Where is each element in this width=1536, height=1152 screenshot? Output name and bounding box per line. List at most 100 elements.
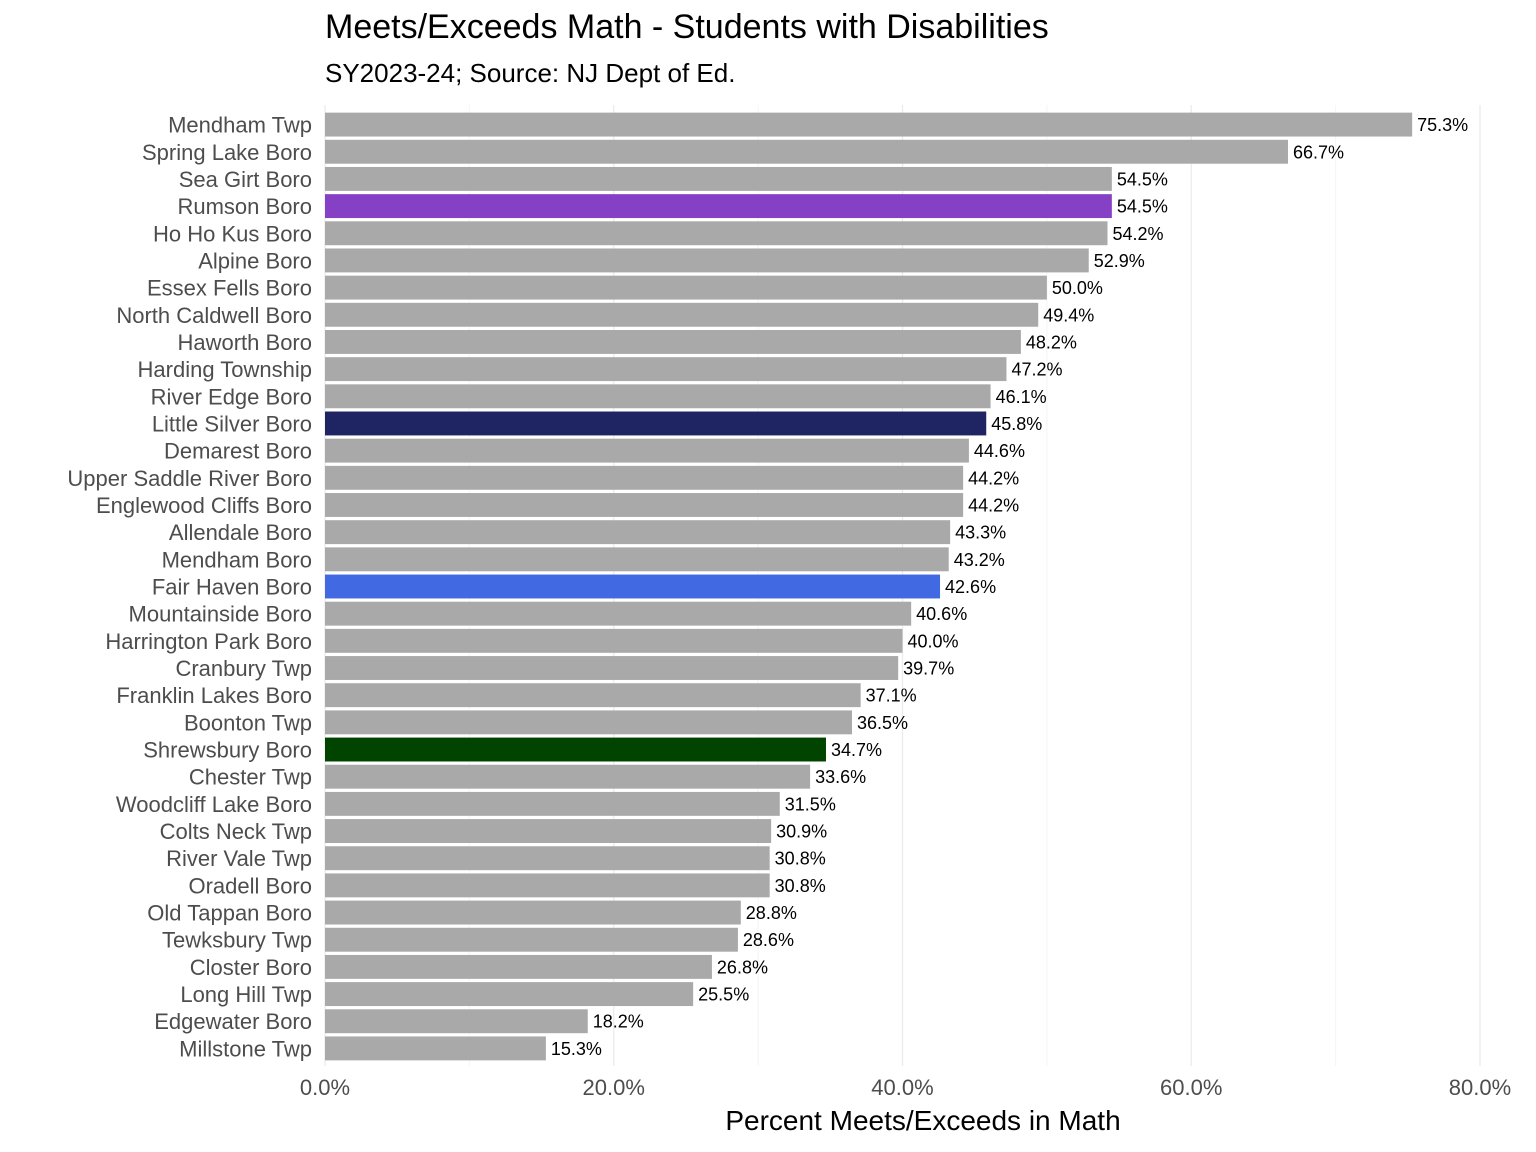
- data-label: 54.5%: [1117, 169, 1168, 189]
- category-label: River Vale Twp: [166, 846, 312, 871]
- category-label: Boonton Twp: [184, 710, 312, 735]
- data-label: 26.8%: [717, 957, 768, 977]
- bar: [325, 520, 951, 545]
- category-label: Upper Saddle River Boro: [67, 466, 312, 491]
- data-label: 15.3%: [551, 1039, 602, 1059]
- data-label: 45.8%: [991, 414, 1042, 434]
- category-label: Harding Township: [138, 357, 312, 382]
- category-label: Oradell Boro: [188, 873, 312, 898]
- data-label: 44.2%: [968, 495, 1019, 515]
- category-label: Alpine Boro: [198, 248, 312, 273]
- bar: [325, 954, 712, 979]
- x-tick-label: 40.0%: [871, 1075, 933, 1100]
- category-label: Cranbury Twp: [175, 656, 312, 681]
- bar: [325, 873, 770, 898]
- data-label: 18.2%: [593, 1012, 644, 1032]
- bar: [325, 982, 694, 1007]
- category-label: Mendham Boro: [162, 547, 312, 572]
- category-label: Franklin Lakes Boro: [116, 683, 312, 708]
- bar: [325, 166, 1112, 191]
- bar: [325, 1036, 546, 1061]
- data-label: 54.5%: [1117, 197, 1168, 217]
- x-tick-label: 80.0%: [1449, 1075, 1511, 1100]
- category-label: Allendale Boro: [169, 520, 312, 545]
- category-label: Rumson Boro: [177, 194, 312, 219]
- data-label: 43.2%: [954, 550, 1005, 570]
- category-label: Millstone Twp: [179, 1036, 312, 1061]
- chart-title: Meets/Exceeds Math - Students with Disab…: [325, 8, 1049, 46]
- x-axis-label: Percent Meets/Exceeds in Math: [725, 1105, 1120, 1136]
- data-label: 34.7%: [831, 740, 882, 760]
- data-label: 30.9%: [776, 822, 827, 842]
- category-label: Long Hill Twp: [180, 982, 312, 1007]
- category-label: Closter Boro: [190, 955, 312, 980]
- data-label: 42.6%: [945, 577, 996, 597]
- bar: [325, 112, 1413, 137]
- data-label: 66.7%: [1293, 142, 1344, 162]
- data-label: 30.8%: [775, 849, 826, 869]
- data-label: 75.3%: [1417, 115, 1468, 135]
- data-label: 44.6%: [974, 441, 1025, 461]
- bar: [325, 791, 780, 816]
- category-label: Essex Fells Boro: [147, 276, 312, 301]
- x-tick-label: 60.0%: [1160, 1075, 1222, 1100]
- bar: [325, 493, 964, 517]
- data-label: 48.2%: [1026, 332, 1077, 352]
- category-label: Sea Girt Boro: [179, 167, 312, 192]
- data-label: 47.2%: [1011, 360, 1062, 380]
- bars: [325, 112, 1413, 1061]
- category-label: River Edge Boro: [151, 384, 312, 409]
- bar: [325, 900, 741, 925]
- data-label: 28.6%: [743, 930, 794, 950]
- data-label: 25.5%: [698, 985, 749, 1005]
- bar: [325, 302, 1039, 327]
- data-label: 39.7%: [903, 659, 954, 679]
- bar: [325, 737, 826, 762]
- category-label: Harrington Park Boro: [105, 629, 312, 654]
- category-label: Englewood Cliffs Boro: [96, 493, 312, 518]
- bar: [325, 139, 1288, 164]
- bar: [325, 384, 991, 409]
- data-label: 37.1%: [866, 686, 917, 706]
- bar: [325, 764, 811, 789]
- bar: [325, 574, 941, 599]
- bar: [325, 357, 1007, 382]
- category-label: Spring Lake Boro: [142, 140, 312, 165]
- category-label: Fair Haven Boro: [152, 575, 312, 600]
- x-axis-ticks: 0.0% 20.0% 40.0% 60.0% 80.0%: [300, 1075, 1511, 1100]
- data-label: 49.4%: [1043, 305, 1094, 325]
- data-label: 43.3%: [955, 523, 1006, 543]
- category-label: Colts Neck Twp: [160, 819, 312, 844]
- x-tick-label: 20.0%: [583, 1075, 645, 1100]
- data-label: 52.9%: [1094, 251, 1145, 271]
- bar: [325, 438, 969, 463]
- category-label: Haworth Boro: [177, 330, 312, 355]
- category-label: Demarest Boro: [164, 439, 312, 464]
- bar: [325, 683, 861, 708]
- bar: [325, 547, 949, 572]
- data-labels: 75.3% 66.7% 54.5% 54.5% 54.2% 52.9% 50.0% 49.4%…: [551, 115, 1468, 1059]
- data-label: 44.2%: [968, 468, 1019, 488]
- data-label: 50.0%: [1052, 278, 1103, 298]
- bar: [325, 846, 770, 871]
- data-label: 28.8%: [746, 903, 797, 923]
- bar: [325, 275, 1047, 300]
- category-label: Chester Twp: [189, 765, 312, 790]
- category-label: Woodcliff Lake Boro: [116, 792, 312, 817]
- bar: [325, 411, 987, 436]
- data-label: 30.8%: [775, 876, 826, 896]
- category-label: Tewksbury Twp: [162, 928, 312, 953]
- bar: [325, 927, 738, 952]
- data-label: 40.6%: [916, 604, 967, 624]
- category-label: Little Silver Boro: [152, 411, 312, 436]
- data-label: 36.5%: [857, 713, 908, 733]
- bar: [325, 194, 1112, 219]
- category-label: North Caldwell Boro: [116, 303, 312, 328]
- category-label: Old Tappan Boro: [147, 901, 312, 926]
- bar: [325, 601, 912, 626]
- bar: [325, 248, 1089, 273]
- category-label: Ho Ho Kus Boro: [153, 221, 312, 246]
- category-label: Mountainside Boro: [129, 602, 312, 627]
- x-tick-label: 0.0%: [300, 1075, 350, 1100]
